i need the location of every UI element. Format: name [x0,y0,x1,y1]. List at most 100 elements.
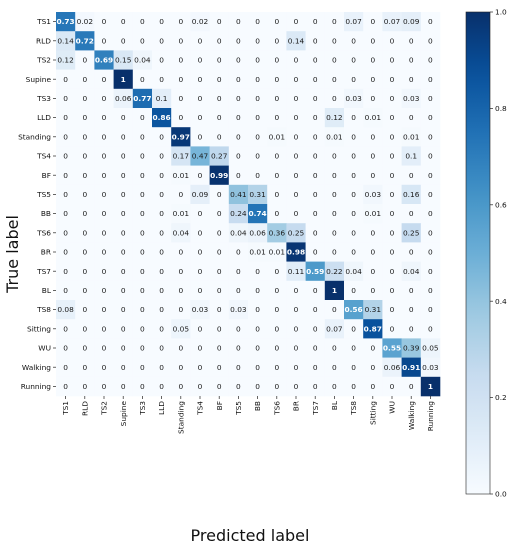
heatmap-cell [209,319,230,339]
cell-value-label: 0 [82,152,87,161]
cell-value-label: 0 [294,344,299,353]
cell-value-label: 0 [217,228,222,237]
heatmap-cell [132,69,153,90]
heatmap-cell [420,165,441,186]
heatmap-cell [267,357,287,378]
cell-value-label: 0 [390,75,395,84]
cell-value-label: 0 [294,113,299,122]
cell-value-label: 0.27 [211,152,228,161]
heatmap-cell [94,280,114,301]
heatmap-cell [132,31,153,51]
x-tick-label: TS1 [61,401,70,416]
heatmap-cell [56,319,76,339]
heatmap-cell [382,300,402,320]
heatmap-cell [324,50,345,70]
cell-value-label: 0 [370,228,375,237]
heatmap-cell [56,261,76,282]
x-tick-label: BL [330,400,339,410]
cell-value-label: 0 [390,171,395,180]
heatmap-cell [228,50,249,70]
cell-value-label: 0 [294,94,299,103]
heatmap-cell [420,69,441,90]
cell-value-label: 0 [159,190,164,199]
heatmap-cell [190,69,210,90]
cell-value-label: 0.98 [287,248,305,257]
cell-value-label: 0 [82,94,87,103]
cell-value-label: 0 [217,56,222,65]
heatmap-cell [75,261,95,282]
heatmap-cell [56,50,76,70]
heatmap-cell [75,300,95,320]
heatmap-cell [152,223,172,243]
cell-value-label: 0 [428,305,433,314]
cell-value-label: 0 [217,344,222,353]
heatmap-cell [248,165,268,186]
heatmap-cell [171,50,191,70]
cell-value-label: 0 [390,94,395,103]
cell-value-label: 0.09 [403,17,420,26]
heatmap-cell [94,300,114,320]
cell-value-label: 0 [351,209,356,218]
cell-value-label: 0 [198,56,203,65]
cell-value-label: 0 [255,324,260,333]
heatmap-cell [94,338,114,358]
cell-value-label: 0 [255,267,260,276]
colorbar-tick-label: 0.8 [495,104,507,113]
cell-value-label: 0 [198,171,203,180]
heatmap-cell [363,146,383,166]
heatmap-cell [420,108,441,128]
cell-value-label: 0 [274,94,279,103]
y-tick-label: TS3 [36,94,51,103]
heatmap-cell [228,146,249,166]
cell-value-label: 0 [370,17,375,26]
heatmap-cell [209,242,230,262]
cell-value-label: 0 [409,56,414,65]
cell-value-label: 0 [390,36,395,45]
cell-value-label: 0 [274,113,279,122]
heatmap-cell [267,223,287,243]
heatmap-cell [363,69,383,90]
heatmap-cell [190,12,210,32]
heatmap-cell [171,204,191,224]
cell-value-label: 0 [159,171,164,180]
cell-value-label: 0 [370,248,375,257]
cell-value-label: 0 [409,209,414,218]
cell-value-label: 0.91 [402,363,420,372]
cell-value-label: 0 [82,56,87,65]
heatmap-cell [382,165,402,186]
heatmap-cell [75,165,95,186]
cell-value-label: 0 [159,36,164,45]
heatmap-cell [324,204,345,224]
cell-value-label: 0 [82,75,87,84]
cell-value-label: 0 [236,171,241,180]
heatmap-cell [228,69,249,90]
heatmap-cell [56,146,76,166]
heatmap-cell [171,146,191,166]
cell-value-label: 0 [63,363,68,372]
heatmap-cell [382,50,402,70]
cell-value-label: 0 [102,190,107,199]
cell-value-label: 0 [351,171,356,180]
cell-value-label: 0 [178,94,183,103]
x-tick-label: TS8 [349,401,358,416]
cell-value-label: 0.03 [422,363,439,372]
cell-value-label: 0 [140,209,145,218]
cell-value-label: 0 [370,36,375,45]
cell-value-label: 0.55 [383,344,401,353]
cell-value-label: 0 [63,286,68,295]
cell-value-label: 0.03 [345,94,362,103]
heatmap-cell [75,242,95,262]
heatmap-cell [209,146,230,166]
cell-value-label: 0.04 [134,56,151,65]
heatmap-cell [171,319,191,339]
heatmap-cell [56,223,76,243]
heatmap-cell [363,184,383,205]
cell-value-label: 0 [255,382,260,391]
y-axis-label: True label [3,215,22,294]
heatmap-cell [228,357,249,378]
cell-value-label: 0 [159,363,164,372]
cell-value-label: 0 [409,324,414,333]
heatmap-cell [382,69,402,90]
heatmap-cell [209,204,230,224]
cell-value-label: 0 [351,382,356,391]
